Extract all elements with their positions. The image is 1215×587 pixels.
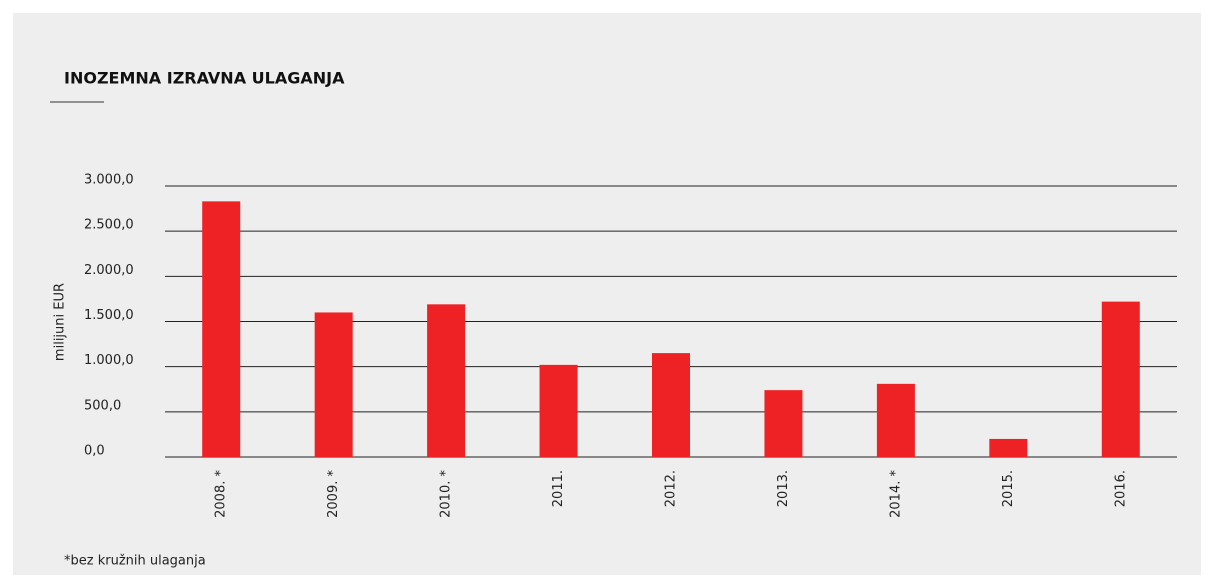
bar (314, 312, 353, 457)
x-tick-label: 2010. * (439, 470, 454, 518)
y-tick-label: 2.000,0 (84, 263, 134, 278)
y-tick-label: 0,0 (84, 444, 105, 459)
bar (989, 438, 1028, 457)
bar (539, 364, 578, 457)
bar (427, 304, 466, 457)
chart-title: INOZEMNA IZRAVNA ULAGANJA (64, 69, 345, 88)
x-tick-label: 2013. (776, 470, 791, 507)
y-tick-label: 1.000,0 (84, 353, 134, 368)
y-tick-label: 2.500,0 (84, 218, 134, 233)
bar (764, 390, 803, 457)
x-tick-label: 2012. (664, 470, 679, 507)
x-tick-label: 2011. (551, 470, 566, 507)
x-tick-label: 2009. * (326, 470, 341, 518)
y-tick-label: 500,0 (84, 398, 121, 413)
y-axis-label: milijuni EUR (53, 283, 68, 361)
bar (876, 383, 915, 457)
x-tick-label: 2016. (1113, 470, 1128, 507)
bar (652, 353, 690, 457)
y-tick-label: 1.500,0 (84, 308, 134, 323)
background (13, 13, 1201, 575)
bar (1101, 301, 1140, 457)
y-tick-label: 3.000,0 (84, 173, 134, 188)
x-tick-label: 2008. * (214, 470, 229, 518)
footnote: *bez kružnih ulaganja (64, 554, 206, 569)
x-tick-label: 2014. * (888, 470, 903, 518)
x-tick-label: 2015. (1001, 470, 1016, 507)
bar (202, 201, 241, 457)
